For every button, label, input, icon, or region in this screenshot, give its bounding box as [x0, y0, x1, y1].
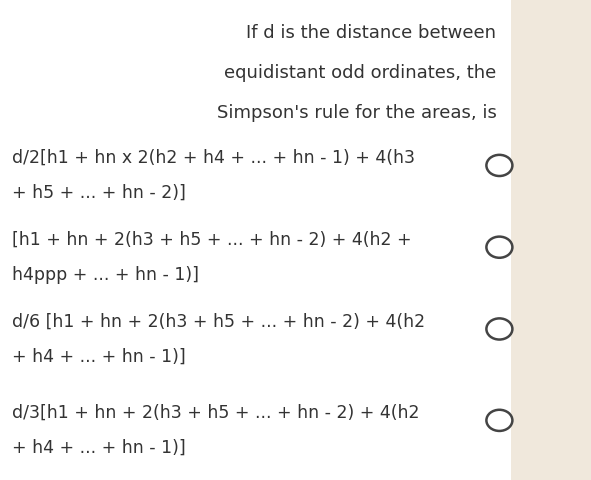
Text: If d is the distance between: If d is the distance between: [246, 24, 496, 42]
FancyBboxPatch shape: [0, 0, 511, 480]
Text: [h1 + hn + 2(h3 + h5 + ... + hn - 2) + 4(h2 +: [h1 + hn + 2(h3 + h5 + ... + hn - 2) + 4…: [12, 230, 411, 248]
Text: equidistant odd ordinates, the: equidistant odd ordinates, the: [224, 64, 496, 82]
Text: + h4 + ... + hn - 1)]: + h4 + ... + hn - 1)]: [12, 438, 186, 456]
Text: + h5 + ... + hn - 2)]: + h5 + ... + hn - 2)]: [12, 183, 186, 201]
Text: d/6 [h1 + hn + 2(h3 + h5 + ... + hn - 2) + 4(h2: d/6 [h1 + hn + 2(h3 + h5 + ... + hn - 2)…: [12, 312, 425, 330]
Text: h4ppp + ... + hn - 1)]: h4ppp + ... + hn - 1)]: [12, 265, 199, 283]
Text: Simpson's rule for the areas, is: Simpson's rule for the areas, is: [216, 104, 496, 121]
Text: d/3[h1 + hn + 2(h3 + h5 + ... + hn - 2) + 4(h2: d/3[h1 + hn + 2(h3 + h5 + ... + hn - 2) …: [12, 403, 420, 421]
Text: d/2[h1 + hn x 2(h2 + h4 + ... + hn - 1) + 4(h3: d/2[h1 + hn x 2(h2 + h4 + ... + hn - 1) …: [12, 149, 415, 167]
Text: + h4 + ... + hn - 1)]: + h4 + ... + hn - 1)]: [12, 347, 186, 364]
